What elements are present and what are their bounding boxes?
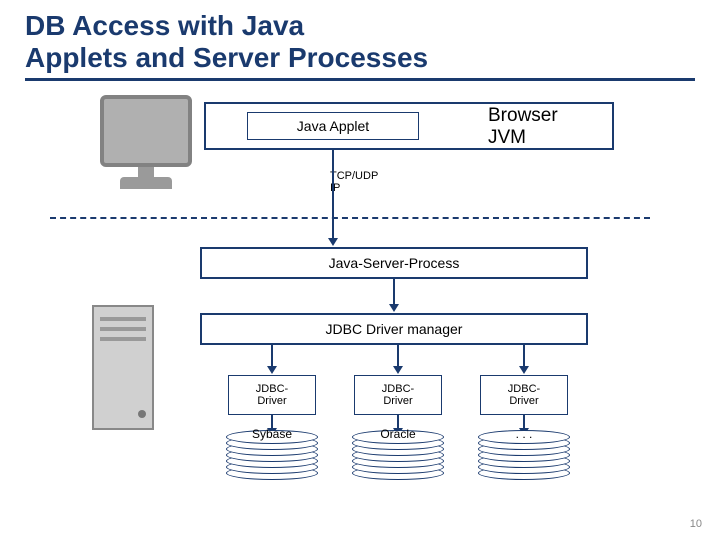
database-icon: Sybase: [226, 430, 318, 486]
arrow-head: [393, 366, 403, 374]
java-server-process-box: Java-Server-Process: [200, 247, 588, 279]
database-label: . . .: [478, 427, 570, 441]
title-line2: Applets and Server Processes: [25, 42, 695, 74]
title-line1: DB Access with Java: [25, 10, 695, 42]
arrow: [393, 279, 395, 305]
arrow: [332, 150, 334, 239]
arrow: [271, 345, 273, 367]
network-boundary-line: [50, 217, 650, 219]
database-label: Sybase: [226, 427, 318, 441]
title-area: DB Access with Java Applets and Server P…: [0, 0, 720, 89]
arrow-head: [328, 238, 338, 246]
jdbc-driver-box-0: JDBC- Driver: [228, 375, 316, 415]
title-rule: [25, 78, 695, 81]
database-label: Oracle: [352, 427, 444, 441]
database-icon: Oracle: [352, 430, 444, 486]
arrow: [397, 345, 399, 367]
monitor-icon: [100, 95, 195, 195]
arrow-head: [389, 304, 399, 312]
tcp-ip-label: TCP/UDP IP: [330, 170, 378, 194]
browser-jvm-label: Browser JVM: [488, 105, 558, 149]
arrow: [523, 345, 525, 367]
jdbc-driver-manager-box: JDBC Driver manager: [200, 313, 588, 345]
page-number: 10: [690, 518, 702, 530]
jdbc-driver-box-1: JDBC- Driver: [354, 375, 442, 415]
database-icon: . . .: [478, 430, 570, 486]
arrow-head: [267, 366, 277, 374]
architecture-diagram: Java Applet Browser JVM TCP/UDP IP Java-Ser…: [0, 95, 720, 515]
jdbc-driver-box-2: JDBC- Driver: [480, 375, 568, 415]
server-tower-icon: [92, 305, 154, 430]
java-applet-box: Java Applet: [247, 112, 419, 140]
arrow-head: [519, 366, 529, 374]
